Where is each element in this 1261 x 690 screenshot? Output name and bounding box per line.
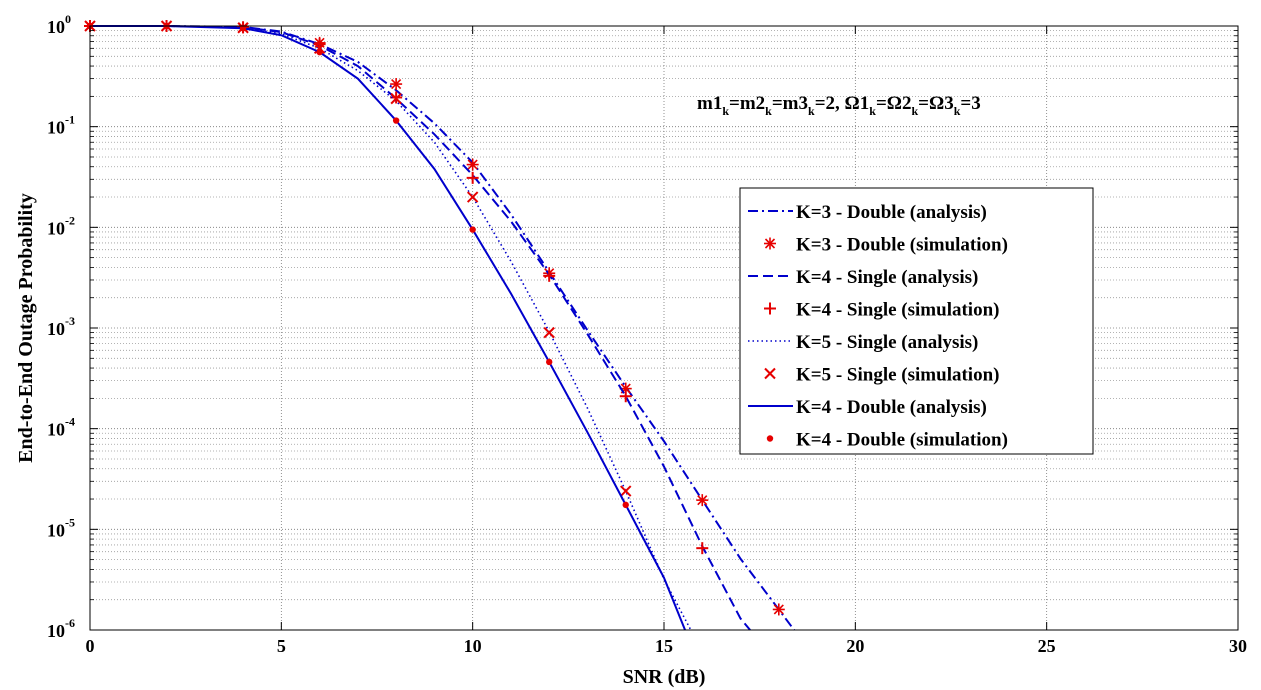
legend-entry: K=4 - Single (simulation) [764,300,999,321]
x-tick-label: 0 [86,636,95,656]
annotation-subscript: k [808,104,815,118]
legend-label: K=4 - Single (simulation) [796,300,999,321]
y-tick-label: 100 [47,12,71,37]
legend-label: K=4 - Single (analysis) [796,267,978,288]
series-line [90,25,751,631]
legend-swatch [764,302,776,315]
data-point [772,603,785,616]
y-axis-label: End-to-End Outage Probability [15,193,37,463]
annotation-text: =m2 [729,93,765,114]
annotation-subscript: k [722,104,729,118]
y-tick-exponent: -1 [65,113,75,127]
legend-label: K=5 - Single (analysis) [796,332,978,353]
y-tick-exponent: 0 [65,12,71,26]
data-point [543,326,555,339]
y-tick-base: 10 [47,218,65,238]
annotation-text: =Ω3 [918,93,954,114]
legend-label: K=3 - Double (simulation) [796,235,1008,256]
annotation-text: m1 [697,93,722,114]
legend-entry: K=3 - Double (simulation) [764,235,1008,256]
x-tick-label: 15 [655,636,673,656]
data-point [543,269,556,282]
legend-label: K=5 - Single (simulation) [796,365,999,386]
y-tick-label: 10-3 [47,314,75,339]
legend-entry: K=4 - Double (simulation) [766,430,1008,451]
y-tick-label: 10-5 [47,515,75,540]
y-tick-exponent: -2 [65,213,75,227]
series-line [90,25,686,631]
y-tick-base: 10 [47,621,65,641]
legend-entry: K=4 - Single (analysis) [748,267,978,288]
data-point [546,358,553,366]
legend-swatch [764,237,776,250]
y-tick-base: 10 [47,118,65,138]
y-tick-base: 10 [47,520,65,540]
annotation-text: =2, Ω1 [815,93,870,114]
annotation-text: =Ω2 [876,93,912,114]
data-point [466,158,479,171]
y-tick-exponent: -5 [65,515,75,529]
x-tick-label: 5 [277,636,286,656]
y-tick-label: 10-6 [47,616,75,641]
y-tick-exponent: -4 [65,415,75,429]
annotation-subscript: k [911,104,918,118]
x-tick-label: 25 [1038,636,1056,656]
data-point [696,542,709,555]
y-tick-exponent: -3 [65,314,75,328]
annotation-subscript: k [954,104,961,118]
data-point [392,117,400,124]
axis-ticks [89,25,1239,631]
legend-swatch [766,435,774,442]
x-tick-label: 10 [464,636,482,656]
legend-entry: K=3 - Double (analysis) [748,202,987,223]
x-tick-labels: 0 5 10 15 20 25 30 [86,636,1248,656]
data-point [620,485,632,497]
y-tick-base: 10 [47,17,65,37]
series-7 [90,25,686,631]
legend: K=3 - Double (analysis) K=3 - Double (sim… [739,187,1094,455]
legend-label: K=3 - Double (analysis) [796,202,987,223]
y-tick-label: 10-2 [47,213,75,238]
y-tick-exponent: -6 [65,616,75,630]
series-3 [90,25,751,631]
data-point [390,78,403,91]
legend-swatch [764,367,776,380]
parameter-annotation: m1k=m2k=m3k=2, Ω1k=Ω2k=Ω3k=3 [697,93,981,118]
legend-label: K=4 - Double (simulation) [796,430,1008,451]
data-point [619,390,632,403]
x-tick-label: 30 [1229,636,1247,656]
annotation-text: =m3 [772,93,808,114]
x-axis-label: SNR (dB) [623,666,706,688]
legend-label: K=4 - Double (analysis) [796,397,987,418]
legend-box [739,187,1094,455]
data-point [696,494,709,507]
data-point [469,226,476,233]
x-tick-label: 20 [846,636,864,656]
legend-entry: K=4 - Double (analysis) [748,397,987,418]
y-tick-base: 10 [47,420,65,440]
data-point [316,48,323,56]
y-tick-base: 10 [47,319,65,339]
y-tick-label: 10-4 [47,415,75,440]
legend-entry: K=5 - Single (simulation) [764,365,999,386]
data-point [466,191,479,203]
y-tick-label: 10-1 [47,113,75,138]
annotation-text: =3 [960,93,980,114]
data-point [466,171,479,184]
data-point [239,25,247,32]
annotation-subscript: k [765,104,772,118]
series-8 [86,22,629,509]
annotation-subscript: k [869,104,876,118]
data-point [390,92,402,105]
data-point [622,501,629,509]
legend-entry: K=5 - Single (analysis) [748,332,978,353]
